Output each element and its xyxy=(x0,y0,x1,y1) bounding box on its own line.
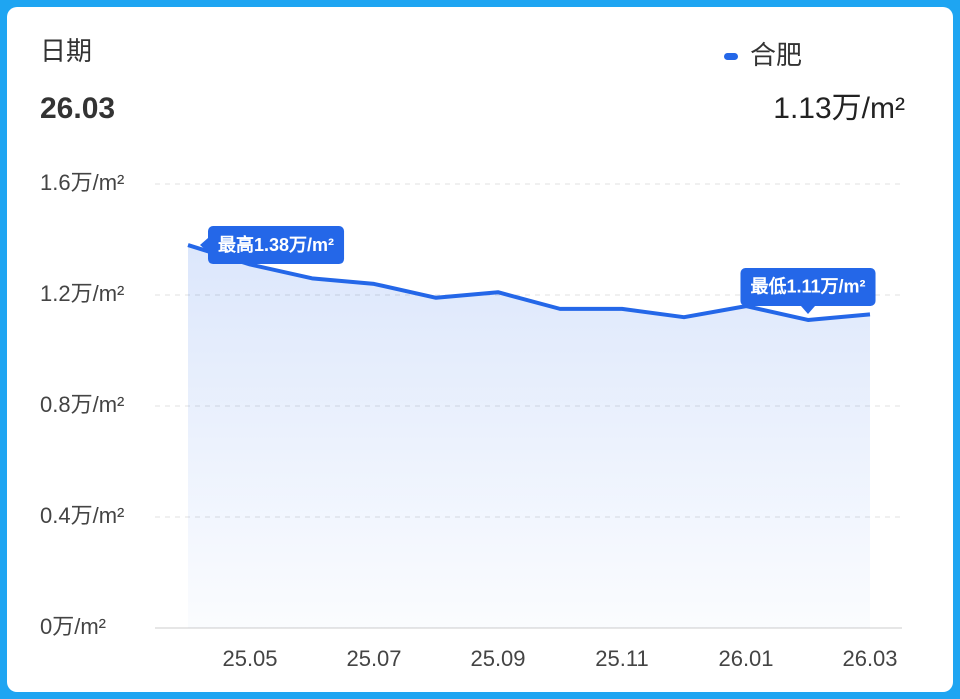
date-label: 日期 xyxy=(40,36,92,66)
y-tick-label: 1.6万/m² xyxy=(40,170,124,195)
y-tick-label: 0万/m² xyxy=(40,614,106,639)
x-tick-label: 25.09 xyxy=(470,646,525,671)
data-label: 最低1.11万/m² xyxy=(740,267,876,314)
legend-label: 合肥 xyxy=(750,40,802,70)
x-tick-label: 25.07 xyxy=(346,646,401,671)
date-value: 26.03 xyxy=(40,92,115,125)
label-bg xyxy=(740,267,876,306)
x-tick-label: 26.03 xyxy=(842,646,897,671)
legend-swatch xyxy=(724,53,738,60)
data-label-text: 最低1.11万/m² xyxy=(750,276,865,297)
y-tick-label: 0.8万/m² xyxy=(40,392,124,417)
y-tick-label: 0.4万/m² xyxy=(40,503,124,528)
x-tick-label: 26.01 xyxy=(718,646,773,671)
label-pointer xyxy=(801,305,815,314)
data-label-text: 最高1.38万/m² xyxy=(218,234,334,255)
x-tick-label: 25.11 xyxy=(595,646,648,671)
line xyxy=(187,243,871,322)
label-bg xyxy=(208,226,345,265)
label-pointer xyxy=(200,238,208,253)
y-tick-label: 1.2万/m² xyxy=(40,281,124,306)
area xyxy=(188,245,870,629)
current-value: 1.13万/m² xyxy=(773,92,905,125)
data-label: 最高1.38万/m² xyxy=(200,226,345,265)
x-tick-label: 25.05 xyxy=(222,646,277,671)
